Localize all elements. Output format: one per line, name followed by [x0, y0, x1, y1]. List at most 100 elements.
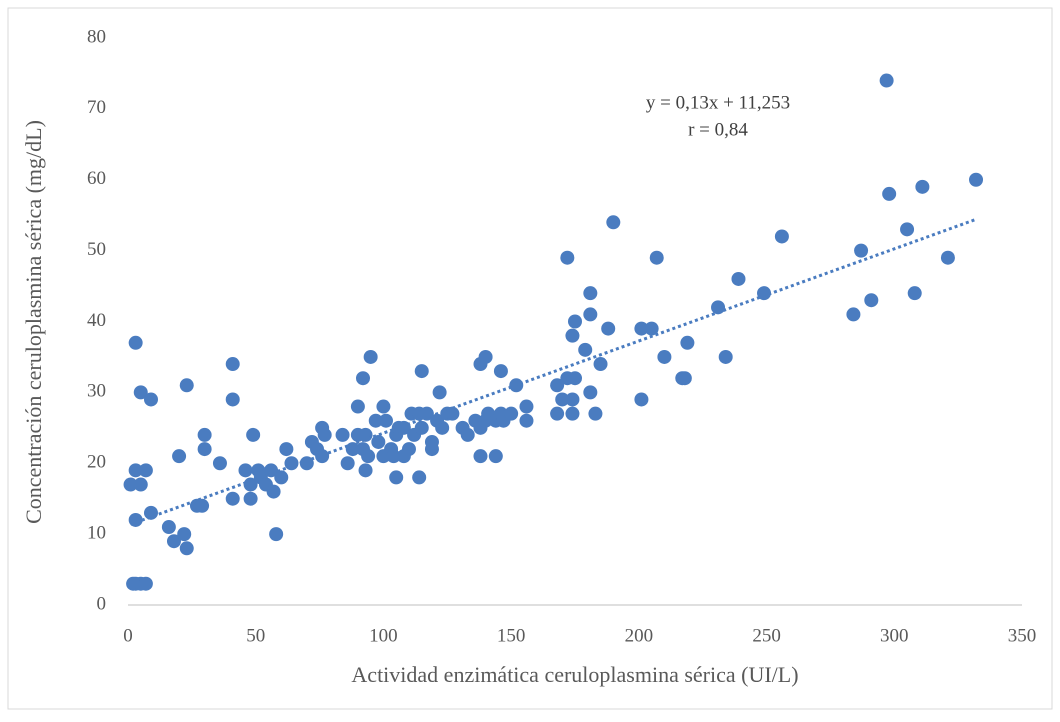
y-tick-label: 10	[87, 522, 106, 543]
data-point	[243, 477, 258, 492]
y-tick-label: 50	[87, 239, 106, 260]
data-point	[138, 576, 153, 591]
y-axis-title: Concentración ceruloplasmina sérica (mg/…	[21, 120, 46, 524]
data-point	[299, 456, 314, 471]
data-point	[473, 449, 488, 464]
x-tick-label: 250	[752, 625, 781, 646]
data-point	[376, 399, 391, 414]
data-point	[355, 371, 370, 386]
data-point	[358, 427, 373, 442]
data-point	[634, 321, 649, 336]
x-tick-label: 350	[1008, 625, 1037, 646]
data-point	[133, 385, 148, 400]
data-point	[657, 349, 672, 364]
data-point	[225, 357, 240, 372]
data-point	[519, 399, 534, 414]
data-point	[177, 527, 192, 542]
trendline-equation: y = 0,13x + 11,253	[646, 92, 790, 113]
data-point	[315, 449, 330, 464]
data-point	[969, 172, 984, 187]
data-point	[225, 491, 240, 506]
y-tick-label: 40	[87, 310, 106, 331]
data-point	[378, 413, 393, 428]
data-point	[138, 463, 153, 478]
data-point	[243, 491, 258, 506]
data-point	[197, 427, 212, 442]
data-point	[284, 456, 299, 471]
data-point	[225, 392, 240, 407]
data-point	[711, 300, 726, 315]
data-point	[246, 427, 261, 442]
data-point	[266, 484, 281, 499]
data-point	[907, 286, 922, 301]
chart-border	[7, 7, 1053, 710]
data-point	[478, 349, 493, 364]
data-point	[197, 442, 212, 457]
data-point	[350, 399, 365, 414]
data-point	[128, 463, 143, 478]
data-point	[212, 456, 227, 471]
data-point	[550, 378, 565, 393]
correlation-label: r = 0,84	[688, 119, 748, 140]
data-point	[774, 229, 789, 244]
y-tick-label: 80	[87, 26, 106, 47]
data-point	[583, 385, 598, 400]
data-point	[179, 378, 194, 393]
data-point	[550, 406, 565, 421]
data-point	[414, 420, 429, 435]
data-point	[195, 498, 210, 513]
data-point	[583, 307, 598, 322]
data-point	[606, 215, 621, 230]
data-point	[568, 371, 582, 386]
data-point	[854, 243, 869, 258]
data-point	[279, 442, 294, 457]
data-point	[731, 271, 746, 286]
data-point	[133, 477, 148, 492]
data-point	[143, 392, 158, 407]
data-point	[493, 364, 508, 379]
data-point	[368, 413, 383, 428]
data-point	[565, 328, 580, 343]
data-point	[649, 250, 664, 265]
y-tick-label: 70	[87, 97, 106, 118]
data-point	[161, 520, 176, 535]
data-point	[677, 371, 692, 386]
data-point	[846, 307, 861, 322]
y-tick-label: 30	[87, 381, 106, 402]
data-point	[424, 442, 439, 457]
x-tick-label: 100	[369, 625, 398, 646]
data-point	[389, 470, 404, 485]
data-point	[565, 392, 580, 407]
data-point	[864, 293, 879, 308]
data-point	[363, 349, 378, 364]
data-point	[634, 392, 649, 407]
data-point	[593, 357, 608, 372]
data-point	[882, 186, 897, 201]
data-point	[340, 456, 355, 471]
data-point	[578, 342, 593, 357]
data-point	[269, 527, 284, 542]
data-point	[361, 449, 376, 464]
data-point	[519, 413, 534, 428]
data-point	[358, 463, 373, 478]
data-point	[386, 449, 401, 464]
y-tick-label: 0	[97, 593, 107, 614]
data-point	[588, 406, 603, 421]
data-point	[560, 250, 575, 265]
data-point	[371, 434, 386, 449]
data-point	[128, 335, 143, 350]
data-point	[915, 179, 930, 194]
data-point	[412, 470, 427, 485]
data-point	[317, 427, 332, 442]
data-point	[568, 314, 582, 329]
data-point	[345, 442, 360, 457]
data-point	[179, 541, 194, 556]
data-point	[583, 286, 598, 301]
data-point	[900, 222, 915, 237]
data-point	[166, 534, 181, 549]
x-tick-label: 200	[625, 625, 654, 646]
data-point	[274, 470, 289, 485]
data-point	[565, 406, 580, 421]
data-point	[335, 427, 350, 442]
